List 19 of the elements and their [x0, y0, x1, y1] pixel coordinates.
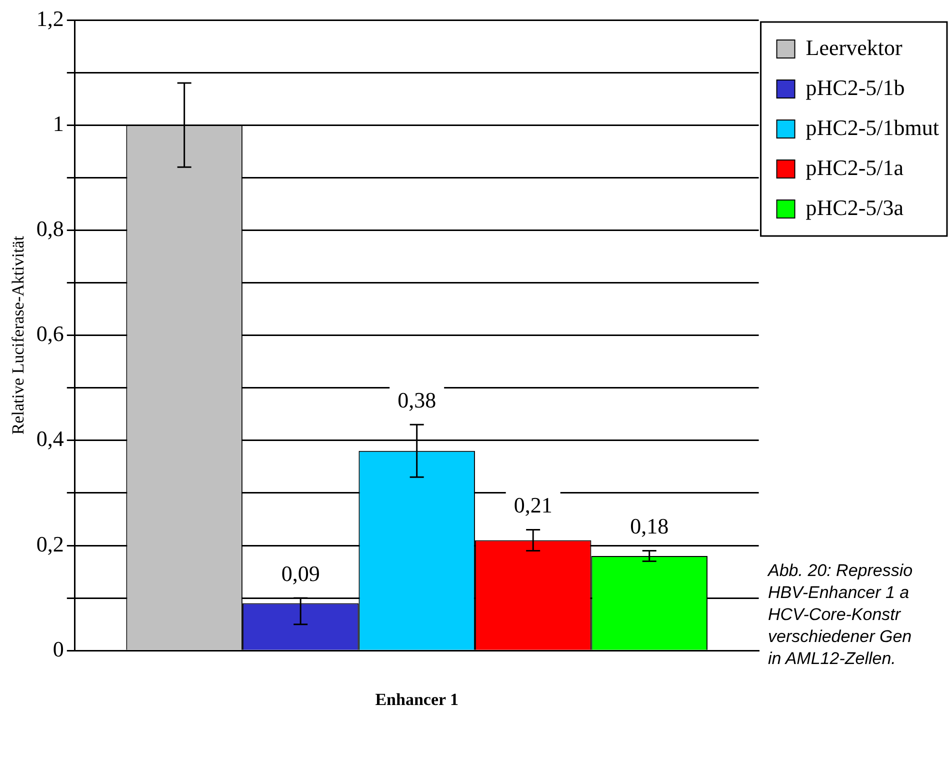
y-tick-label: 0,8: [36, 216, 64, 241]
legend-label: pHC2-5/3a: [806, 194, 904, 220]
y-axis-title: Relative Luciferase-Aktivität: [8, 236, 28, 435]
legend-label: pHC2-5/1a: [806, 154, 904, 180]
data-label: 0,18: [630, 514, 669, 539]
legend-label: pHC2-5/1bmut: [806, 114, 940, 140]
y-tick-label: 1,2: [36, 6, 64, 31]
y-tick-label: 0: [52, 636, 64, 662]
x-tick-label: Enhancer 1: [375, 690, 458, 710]
data-label: 0,09: [281, 560, 320, 586]
y-tick-label: 1: [52, 110, 64, 136]
y-tick-label: 0,4: [36, 426, 64, 452]
data-label: 0,21: [514, 492, 552, 518]
legend-label: Leervektor: [806, 34, 903, 60]
y-tick-label: 0,6: [36, 321, 64, 346]
y-tick-label: 0,2: [36, 531, 64, 556]
caption: Abb. 20: Repressio HBV-Enhancer 1 a HCV-Core-Konstr verschiedener Gen in AML12-Zellen.: [768, 560, 913, 670]
data-label: 0,38: [398, 387, 436, 412]
legend-label: pHC2-5/1b: [806, 74, 905, 100]
